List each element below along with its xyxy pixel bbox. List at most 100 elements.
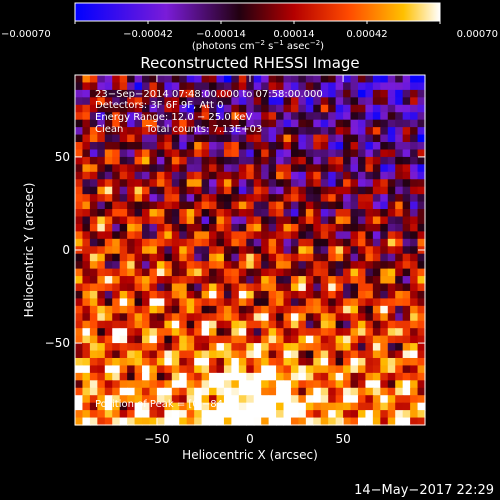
heatmap-cell [223, 268, 232, 277]
heatmap-cell [320, 142, 329, 151]
heatmap-cell [186, 268, 195, 277]
heatmap-cell [387, 268, 396, 277]
heatmap-cell [276, 75, 285, 84]
heatmap-cell [201, 410, 210, 419]
heatmap-cell [276, 343, 285, 352]
heatmap-cell [231, 387, 240, 396]
heatmap-cell [89, 134, 98, 143]
heatmap-cell [201, 89, 210, 98]
heatmap-cell [320, 231, 329, 240]
heatmap-cell [127, 343, 136, 352]
heatmap-cell [380, 164, 389, 173]
heatmap-cell [164, 164, 173, 173]
heatmap-cell [82, 75, 91, 84]
heatmap-cell [223, 350, 232, 359]
heatmap-cell [350, 320, 359, 329]
heatmap-cell [142, 395, 151, 404]
heatmap-cell [305, 246, 314, 255]
heatmap-cell [343, 261, 352, 270]
heatmap-cell [119, 216, 128, 225]
heatmap-cell [82, 119, 91, 128]
heatmap-cell [82, 305, 91, 314]
heatmap-cell [82, 223, 91, 232]
heatmap-cell [127, 387, 136, 396]
heatmap-cell [179, 298, 188, 307]
heatmap-cell [156, 387, 165, 396]
heatmap-cell [417, 261, 426, 270]
heatmap-cell [313, 89, 322, 98]
heatmap-cell [313, 320, 322, 329]
heatmap-cell [395, 290, 404, 300]
heatmap-cell [313, 417, 322, 426]
heatmap-cell [395, 253, 404, 262]
heatmap-cell [350, 246, 359, 255]
heatmap-cell [350, 231, 359, 240]
x-tick-label: 0 [246, 432, 254, 446]
heatmap-cell [149, 209, 158, 218]
heatmap-cell [142, 343, 151, 352]
heatmap-cell [290, 313, 300, 322]
heatmap-cell [142, 410, 151, 419]
heatmap-cell [164, 343, 173, 352]
heatmap-cell [320, 417, 329, 426]
heatmap-cell [156, 343, 165, 352]
heatmap-cell [97, 261, 106, 270]
heatmap-cell [75, 387, 84, 396]
heatmap-cell [246, 104, 255, 113]
heatmap-cell [395, 350, 404, 359]
heatmap-cell [97, 156, 106, 165]
heatmap-cell [313, 283, 322, 292]
heatmap-cell [395, 417, 404, 426]
heatmap-cell [290, 320, 300, 329]
heatmap-cell [97, 75, 106, 84]
heatmap-cell [134, 223, 143, 232]
heatmap-cell [127, 89, 136, 98]
heatmap-cell [290, 127, 300, 136]
heatmap-cell [156, 320, 165, 329]
heatmap-cell [156, 313, 165, 322]
heatmap-cell [268, 97, 277, 106]
heatmap-cell [216, 134, 225, 143]
heatmap-cell [149, 335, 158, 344]
heatmap-cell [164, 186, 173, 195]
heatmap-cell [298, 313, 307, 322]
heatmap-cell [82, 283, 91, 292]
heatmap-cell [112, 283, 121, 292]
heatmap-cell [350, 410, 359, 419]
heatmap-cell [343, 75, 352, 84]
heatmap-cell [402, 253, 411, 262]
heatmap-cell [305, 223, 314, 232]
heatmap-cell [298, 387, 307, 396]
heatmap-cell [134, 209, 143, 218]
heatmap-cell [89, 253, 98, 262]
heatmap-cell [283, 82, 292, 91]
heatmap-cell [149, 179, 158, 188]
y-tick-label: 0 [62, 243, 70, 257]
heatmap-cell [97, 298, 106, 307]
heatmap-cell [253, 276, 262, 285]
heatmap-cell [156, 97, 165, 106]
heatmap-cell [410, 89, 419, 98]
heatmap-cell [82, 268, 91, 277]
heatmap-cell [216, 156, 225, 165]
annotation-peak: Position of Peak = [0,−84] [95, 399, 227, 410]
heatmap-cell [209, 97, 218, 106]
heatmap-cell [380, 201, 389, 210]
heatmap-cell [164, 335, 173, 344]
heatmap-cell [335, 89, 344, 98]
heatmap-cell [402, 156, 411, 165]
heatmap-cell [410, 365, 419, 374]
heatmap-cell [75, 104, 84, 113]
heatmap-cell [305, 320, 314, 329]
heatmap-cell [276, 201, 285, 210]
heatmap-cell [119, 134, 128, 143]
heatmap-cell [194, 119, 203, 128]
heatmap-cell [350, 305, 359, 314]
heatmap-cell [357, 357, 367, 367]
heatmap-cell [112, 290, 121, 300]
heatmap-cell [194, 343, 203, 352]
x-axis-label: Heliocentric X (arcsec) [182, 448, 318, 462]
heatmap-cell [231, 410, 240, 419]
heatmap-cell [283, 305, 292, 314]
